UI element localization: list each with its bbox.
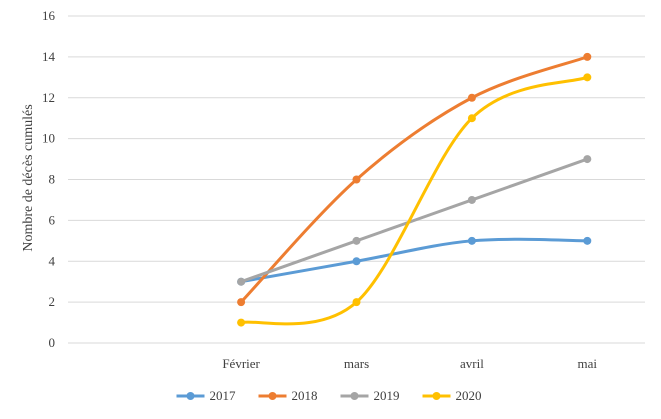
y-tick-label: 10	[42, 131, 55, 146]
data-point	[583, 73, 592, 82]
data-point	[352, 175, 361, 184]
data-point	[237, 298, 246, 307]
legend: 2017 2018 2019 2020	[176, 388, 482, 403]
x-tick-label: mars	[344, 356, 369, 371]
data-point	[467, 114, 476, 123]
y-tick-label: 2	[49, 294, 56, 309]
y-axis-title: Nombre de décès cumulés	[21, 104, 36, 251]
series-line	[239, 237, 589, 284]
data-point	[583, 236, 592, 245]
data-point	[583, 155, 592, 164]
legend-label: 2020	[456, 388, 482, 403]
series-2019	[237, 155, 592, 286]
legend-item: 2020	[422, 388, 482, 403]
data-point	[583, 52, 592, 61]
legend-item: 2018	[258, 388, 318, 403]
data-point	[467, 195, 476, 204]
data-point	[352, 257, 361, 266]
legend-item: 2017	[176, 388, 237, 403]
legend-marker	[350, 392, 359, 400]
y-tick-label: 12	[42, 90, 55, 105]
series-line	[239, 157, 589, 284]
series-2018	[237, 52, 592, 307]
legend-label: 2017	[210, 388, 237, 403]
x-tick-label: mai	[578, 356, 598, 371]
y-tick-label: 4	[49, 253, 56, 268]
legend-label: 2019	[374, 388, 400, 403]
legend-marker	[186, 392, 195, 400]
legend-item: 2019	[340, 388, 400, 403]
legend-marker	[432, 392, 441, 400]
data-point	[352, 236, 361, 245]
x-axis-tick-labels: Février mars avril mai	[222, 356, 597, 371]
y-tick-label: 8	[49, 172, 56, 187]
x-tick-label: avril	[460, 356, 484, 371]
y-tick-label: 0	[49, 335, 56, 350]
data-point	[467, 236, 476, 245]
data-point	[352, 298, 361, 307]
legend-label: 2018	[292, 388, 318, 403]
series-group	[237, 52, 592, 327]
y-axis-tick-labels: 0 2 4 6 8 10 12 14 16	[42, 8, 56, 350]
series-line	[239, 75, 589, 326]
data-point	[467, 93, 476, 102]
data-point	[237, 318, 246, 327]
series-2020	[237, 73, 592, 327]
y-tick-label: 6	[49, 212, 56, 227]
series-line	[239, 55, 589, 304]
y-tick-label: 16	[42, 8, 56, 23]
legend-marker	[268, 392, 277, 400]
x-tick-label: Février	[222, 356, 260, 371]
data-point	[237, 277, 246, 286]
y-tick-label: 14	[42, 49, 56, 64]
